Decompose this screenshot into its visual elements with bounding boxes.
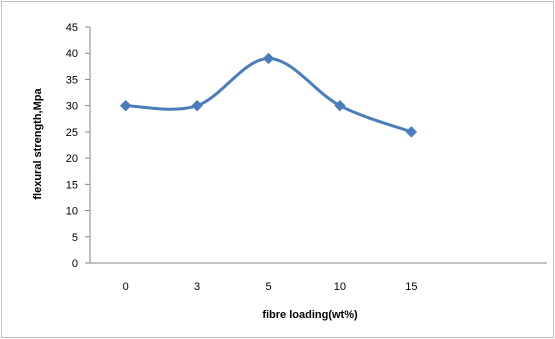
y-axis-title: flexural strength,Mpa: [32, 88, 44, 200]
y-tick-labels: 0 5 10 15 20 25 30 35 40 45: [66, 22, 78, 270]
y-tick-label: 35: [66, 74, 78, 86]
y-tick-label: 25: [66, 127, 78, 139]
y-tick-label: 5: [72, 232, 78, 244]
y-tick-label: 40: [66, 48, 78, 60]
x-tick-label: 10: [334, 281, 346, 293]
data-point-marker: [405, 126, 418, 138]
series-markers: [119, 52, 418, 138]
y-tick-label: 15: [66, 179, 78, 191]
axes: [85, 26, 547, 264]
data-point-marker: [262, 52, 275, 65]
x-tick-label: 0: [123, 281, 129, 293]
y-tick-label: 20: [66, 153, 78, 165]
x-tick-label: 5: [265, 281, 271, 293]
data-point-marker: [191, 99, 203, 112]
x-tick-labels: 0 3 5 10 15: [123, 281, 418, 293]
y-tick-label: 10: [66, 206, 78, 218]
y-tick-label: 0: [72, 258, 78, 270]
x-tick-label: 15: [405, 281, 417, 293]
y-tick-label: 30: [66, 101, 78, 113]
data-point-marker: [119, 99, 132, 112]
x-axis-title: fibre loading(wt%): [262, 309, 358, 321]
data-point-marker: [334, 99, 346, 112]
y-tick-label: 45: [66, 22, 78, 34]
x-tick-label: 3: [194, 281, 200, 293]
series-line: [125, 56, 412, 134]
